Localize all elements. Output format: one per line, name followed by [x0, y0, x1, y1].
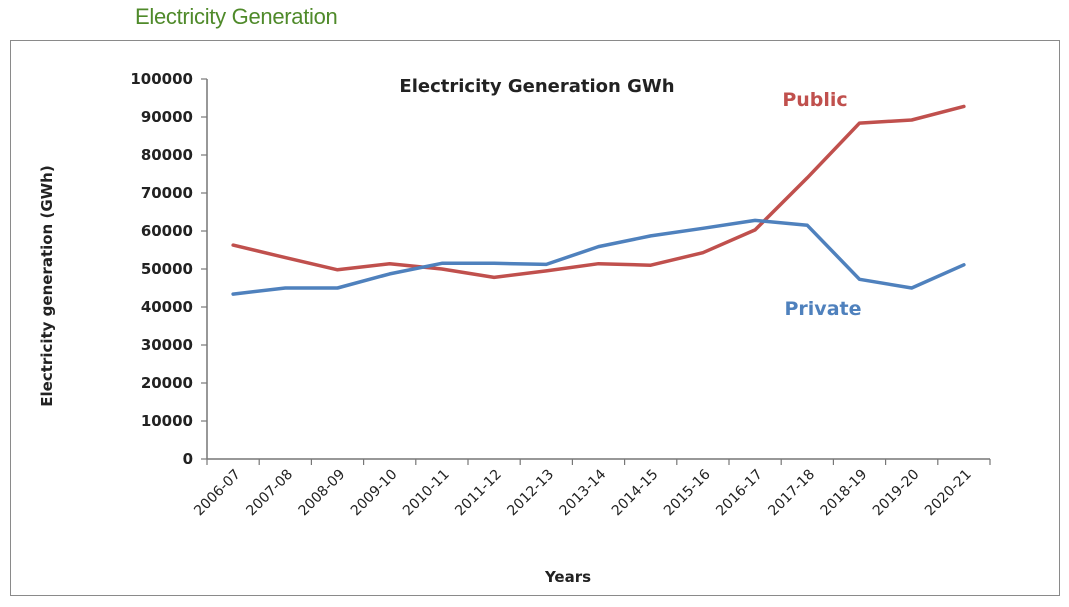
x-tick-label: 2008-09 [296, 467, 349, 520]
chart-title: Electricity Generation GWh [399, 76, 674, 97]
series-label-private: Private [785, 298, 862, 320]
y-tick-label: 50000 [141, 260, 193, 278]
chart-frame [10, 40, 1060, 596]
x-tick-label: 2019-20 [870, 467, 923, 520]
x-tick-label: 2007-08 [243, 467, 296, 520]
y-tick-label: 10000 [141, 412, 193, 430]
y-tick-label: 30000 [141, 336, 193, 354]
x-axis-label: Years [544, 568, 591, 586]
y-tick-label: 60000 [141, 222, 193, 240]
y-tick-label: 90000 [141, 108, 193, 126]
x-tick-label: 2011-12 [452, 467, 505, 520]
y-tick-label: 70000 [141, 184, 193, 202]
y-tick-label: 20000 [141, 374, 193, 392]
x-tick-label: 2016-17 [713, 467, 766, 520]
x-tick-label: 2020-21 [922, 467, 975, 520]
y-tick-label: 0 [183, 450, 193, 468]
series-label-public: Public [782, 89, 847, 111]
y-tick-label: 40000 [141, 298, 193, 316]
series-line-public [231, 104, 966, 280]
y-axis-label: Electricity generation (GWh) [38, 165, 56, 406]
y-tick-label: 100000 [130, 70, 193, 88]
y-tick-label: 80000 [141, 146, 193, 164]
x-tick-label: 2013-14 [557, 466, 610, 519]
x-tick-label: 2006-07 [191, 467, 244, 520]
series-group: Public Private [231, 89, 966, 320]
x-tick-label: 2017-18 [765, 467, 818, 520]
axes: 1000009000080000700006000050000400003000… [130, 70, 991, 520]
page-title: Electricity Generation [135, 4, 338, 29]
x-tick-label: 2010-11 [400, 467, 453, 520]
x-tick-label: 2015-16 [661, 466, 714, 519]
x-tick-label: 2009-10 [348, 467, 401, 520]
x-tick-label: 2012-13 [504, 467, 557, 520]
x-tick-label: 2018-19 [818, 467, 871, 520]
x-tick-label: 2014-15 [609, 467, 662, 520]
series-line-private [231, 218, 966, 296]
